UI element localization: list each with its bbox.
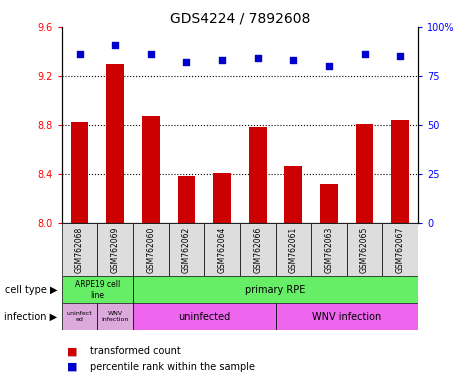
FancyBboxPatch shape [204,223,240,276]
Point [218,57,226,63]
Text: GSM762066: GSM762066 [253,227,262,273]
FancyBboxPatch shape [62,223,97,276]
Bar [71,122,88,223]
FancyBboxPatch shape [276,223,311,276]
FancyBboxPatch shape [97,303,133,330]
FancyBboxPatch shape [133,303,276,330]
Text: uninfected: uninfected [178,312,230,322]
Text: GSM762063: GSM762063 [324,227,333,273]
Point [325,63,332,69]
Text: GSM762065: GSM762065 [360,227,369,273]
Point [147,51,155,57]
Bar [178,176,195,223]
Text: GSM762064: GSM762064 [218,227,227,273]
Point [361,51,369,57]
Text: percentile rank within the sample: percentile rank within the sample [90,362,255,372]
Point [289,57,297,63]
Text: GSM762060: GSM762060 [146,227,155,273]
Bar [106,64,124,223]
FancyBboxPatch shape [240,223,276,276]
FancyBboxPatch shape [169,223,204,276]
Bar [320,184,338,223]
Text: ARPE19 cell
line: ARPE19 cell line [75,280,120,300]
Point [76,51,84,57]
Text: GSM762062: GSM762062 [182,227,191,273]
Point [396,53,404,59]
FancyBboxPatch shape [133,223,169,276]
Bar [142,116,160,223]
Text: GSM762061: GSM762061 [289,227,298,273]
Bar [356,124,373,223]
Title: GDS4224 / 7892608: GDS4224 / 7892608 [170,12,310,26]
Point [182,59,190,65]
Text: ■: ■ [66,362,77,372]
Point [254,55,261,61]
Text: GSM762069: GSM762069 [111,227,120,273]
Text: GSM762067: GSM762067 [396,227,405,273]
FancyBboxPatch shape [97,223,133,276]
Text: GSM762068: GSM762068 [75,227,84,273]
FancyBboxPatch shape [347,223,382,276]
Bar [285,166,302,223]
Text: ■: ■ [66,346,77,356]
Point [111,41,119,48]
Text: primary RPE: primary RPE [245,285,306,295]
FancyBboxPatch shape [133,276,418,303]
Bar [391,120,409,223]
Text: uninfect
ed: uninfect ed [66,311,93,322]
Text: WNV infection: WNV infection [312,312,381,322]
FancyBboxPatch shape [276,303,418,330]
FancyBboxPatch shape [311,223,347,276]
Text: cell type ▶: cell type ▶ [4,285,57,295]
FancyBboxPatch shape [62,303,97,330]
Text: transformed count: transformed count [90,346,181,356]
Text: infection ▶: infection ▶ [4,312,57,322]
Text: WNV
infection: WNV infection [102,311,129,322]
Bar [249,127,266,223]
FancyBboxPatch shape [62,276,133,303]
FancyBboxPatch shape [382,223,418,276]
Bar [213,172,231,223]
